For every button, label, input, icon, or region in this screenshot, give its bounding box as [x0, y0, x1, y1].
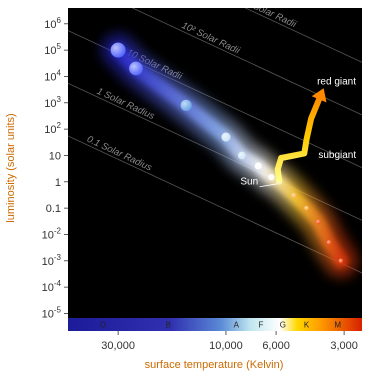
spectral-class-F: F: [259, 321, 264, 330]
annotation-red-giant: red giant: [317, 76, 356, 87]
star-highlight: [291, 193, 297, 199]
radius-line: [131, 8, 362, 116]
y-tick-label: 10: [49, 150, 61, 162]
y-tick-label: 0.1: [46, 203, 61, 215]
radius-line: [244, 8, 362, 63]
y-tick-label: 10-3: [42, 253, 62, 268]
spectral-class-K: K: [304, 321, 310, 330]
y-tick-label: 106: [44, 16, 61, 31]
annotation-Sun: Sun: [240, 176, 258, 187]
spectral-class-G: G: [280, 321, 286, 330]
annotations: red giant subgiant Sun: [240, 76, 356, 187]
y-tick-label: 102: [44, 121, 61, 136]
star-highlight: [316, 219, 321, 225]
star-highlight: [221, 132, 231, 142]
star-highlight: [180, 99, 192, 111]
x-axis-label: surface temperature (Kelvin): [145, 359, 284, 371]
x-tick-label: 30,000: [101, 340, 135, 352]
sun-evolution-track: [274, 88, 327, 183]
y-tick-label: 103: [44, 95, 61, 110]
y-tick-label: 104: [44, 68, 61, 83]
spectral-strip: [68, 318, 362, 331]
x-tick-label: 6,000: [262, 340, 290, 352]
spectral-class-O: O: [100, 321, 106, 330]
x-axis-ticks: 30,000 10,000 6,000 3,000: [101, 331, 358, 352]
main-sequence-stars: [110, 42, 344, 263]
star-highlight: [338, 258, 344, 263]
y-tick-label: 10-4: [42, 279, 62, 294]
star-highlight: [304, 205, 309, 211]
spectral-class-B: B: [166, 321, 171, 330]
star-highlight: [110, 42, 126, 58]
star-highlight: [237, 151, 246, 160]
spectral-class-M: M: [334, 321, 341, 330]
evolution-arrowhead: [311, 88, 327, 103]
y-tick-label: 1: [55, 177, 61, 189]
x-tick-label: 10,000: [209, 340, 243, 352]
sun-pointer: [259, 183, 278, 188]
evolution-track-line: [274, 93, 324, 183]
star-highlight: [326, 240, 332, 245]
y-tick-label: 10-5: [42, 305, 62, 320]
y-tick-label: 105: [44, 42, 61, 57]
y-tick-label: 10-2: [42, 226, 62, 241]
star-highlight: [268, 174, 275, 181]
star-highlight: [254, 162, 262, 170]
spectral-class-A: A: [234, 321, 240, 330]
x-tick-label: 3,000: [330, 340, 358, 352]
annotation-subgiant: subgiant: [318, 150, 356, 161]
star-highlight: [129, 61, 143, 76]
y-axis-label: luminosity (solar units): [5, 113, 17, 222]
